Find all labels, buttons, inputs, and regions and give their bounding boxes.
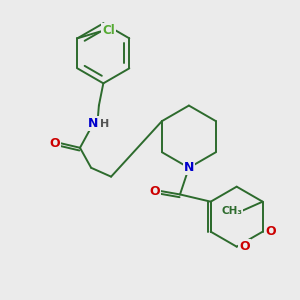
Text: N: N: [88, 117, 98, 130]
Text: Cl: Cl: [102, 24, 115, 37]
Text: O: O: [49, 137, 60, 150]
Text: O: O: [149, 184, 160, 198]
Text: O: O: [239, 240, 250, 253]
Text: O: O: [265, 225, 276, 238]
Text: N: N: [184, 161, 194, 174]
Text: CH₃: CH₃: [221, 206, 242, 216]
Text: H: H: [100, 119, 109, 129]
